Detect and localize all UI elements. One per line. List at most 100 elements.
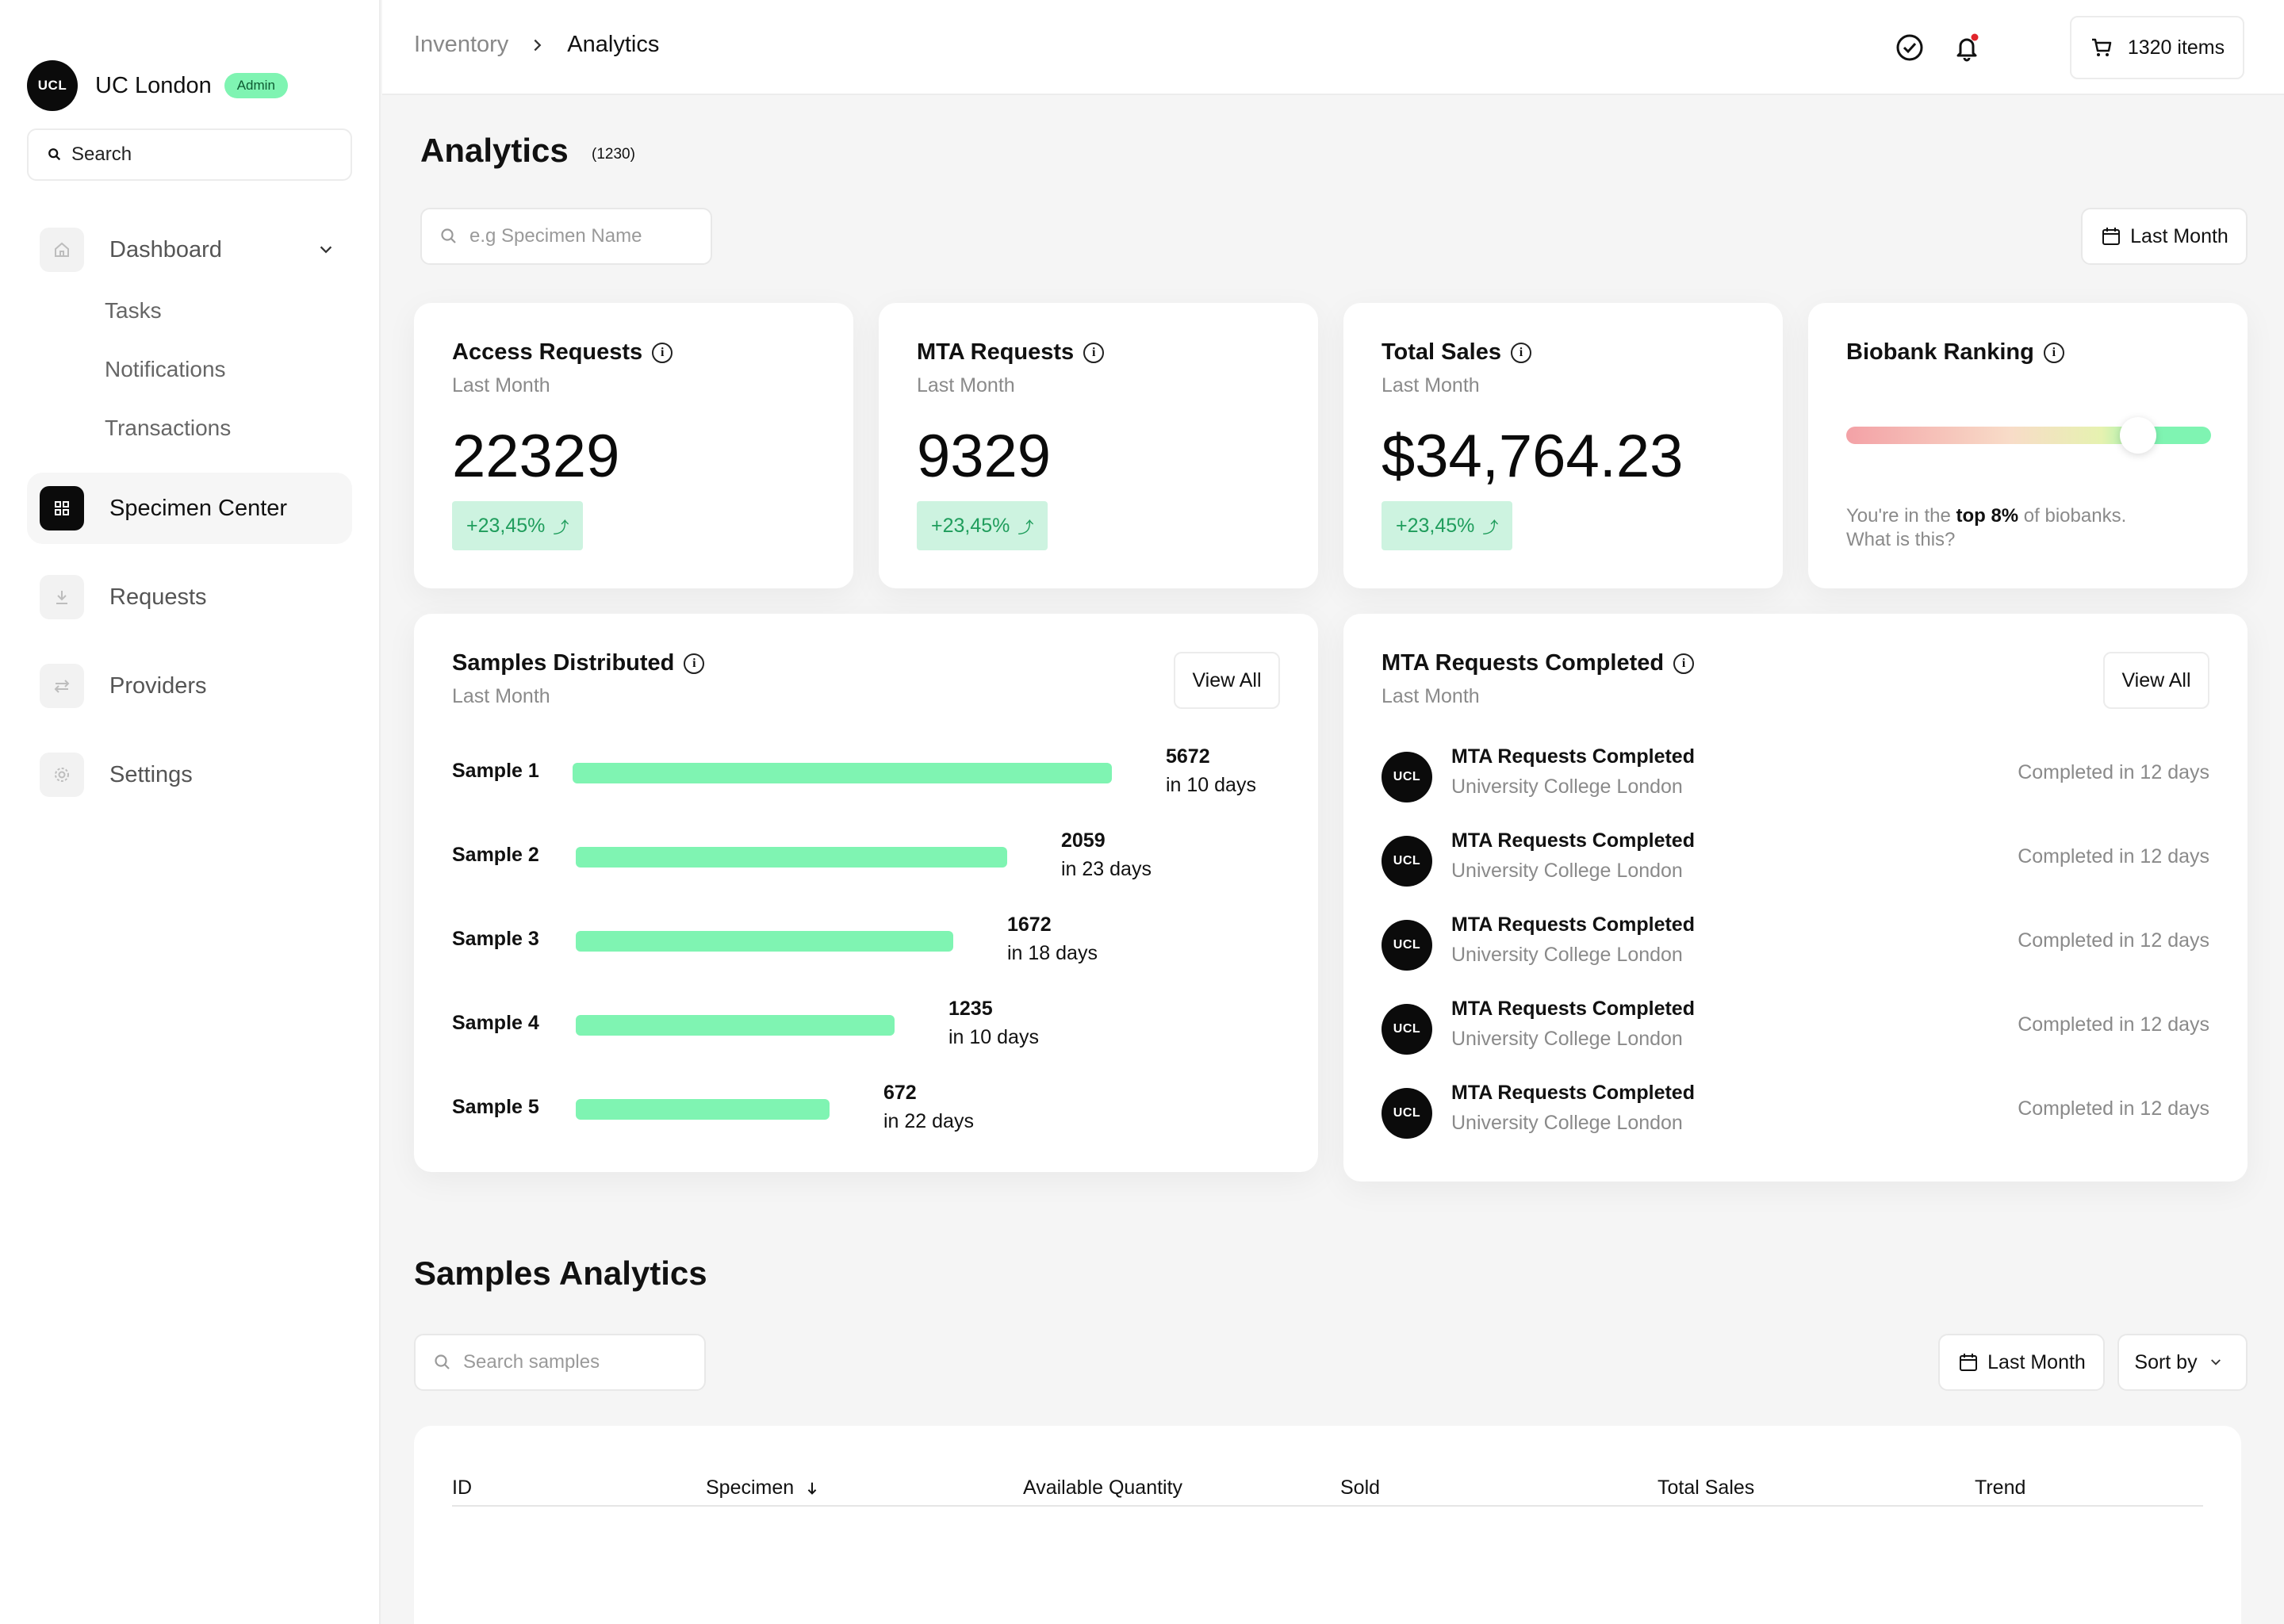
mta-item-org: University College London — [1451, 1112, 1683, 1134]
sidebar-subitem-notifications[interactable]: Notifications — [105, 357, 226, 381]
ucl-logo: UCL — [1382, 752, 1432, 802]
sidebar-search-input[interactable]: Search — [27, 128, 352, 181]
topbar: Inventory Analytics 1320 items — [382, 0, 2284, 95]
samples-date-filter-label: Last Month — [1987, 1350, 2086, 1373]
chevron-down-icon[interactable] — [317, 241, 335, 259]
gear-icon — [40, 753, 84, 797]
trend-up-icon: ⤴ — [1017, 519, 1034, 537]
sidebar-item-label: Requests — [109, 584, 207, 610]
ranking-text: You're in the top 8% of biobanks. What i… — [1846, 505, 2127, 550]
ucl-logo: UCL — [1382, 836, 1432, 887]
mta-item-title: MTA Requests Completed — [1451, 1082, 1695, 1104]
info-icon[interactable]: i — [1673, 653, 1695, 674]
info-icon[interactable]: i — [2043, 342, 2064, 363]
ucl-logo: UCL — [27, 60, 78, 111]
sample-meta: 1672 in 18 days — [1007, 914, 1098, 965]
sample-bar — [576, 931, 953, 952]
check-circle-icon[interactable] — [1892, 30, 1927, 65]
stat-card-total-sales: Total Sales i Last Month $34,764.23 +23,4… — [1343, 303, 1783, 588]
sidebar-item-label: Settings — [109, 761, 193, 787]
mta-item-status: Completed in 12 days — [2018, 929, 2209, 952]
trend-up-icon: ⤴ — [1482, 519, 1499, 537]
view-all-button[interactable]: View All — [1174, 652, 1280, 709]
column-header-specimen[interactable]: Specimen — [706, 1477, 821, 1500]
list-item[interactable]: UCL MTA Requests Completed University Co… — [1382, 826, 2209, 890]
sidebar-item-settings[interactable]: Settings — [27, 739, 352, 810]
date-filter-button[interactable]: Last Month — [2081, 208, 2248, 265]
card-period: Last Month — [1382, 685, 1480, 707]
mta-item-status: Completed in 12 days — [2018, 845, 2209, 868]
breadcrumb-inventory[interactable]: Inventory — [414, 32, 509, 57]
ranking-gauge-track — [1846, 427, 2211, 444]
search-icon — [435, 1354, 450, 1369]
download-icon — [40, 575, 84, 619]
stat-title: MTA Requests i — [917, 339, 1105, 366]
specimen-search-input[interactable]: e.g Specimen Name — [420, 208, 712, 265]
ucl-logo: UCL — [1382, 1088, 1432, 1139]
sidebar-item-providers[interactable]: Providers — [27, 650, 352, 722]
mta-completed-card: MTA Requests Completed i Last Month View … — [1343, 614, 2248, 1182]
stat-period: Last Month — [917, 374, 1015, 396]
mta-item-org: University College London — [1451, 776, 1683, 798]
sidebar-item-label: Providers — [109, 672, 207, 699]
mta-item-org: University College London — [1451, 1028, 1683, 1050]
sidebar-item-dashboard[interactable]: Dashboard — [27, 214, 352, 285]
arrow-down-icon — [807, 1482, 817, 1495]
breadcrumb-analytics: Analytics — [567, 32, 660, 57]
search-icon — [48, 148, 61, 161]
page-count: (1230) — [592, 146, 635, 163]
sidebar-subitem-tasks[interactable]: Tasks — [105, 298, 162, 323]
mta-item-title: MTA Requests Completed — [1451, 829, 1695, 852]
column-header-total-sales[interactable]: Total Sales — [1657, 1477, 1755, 1499]
sample-meta: 5672 in 10 days — [1166, 745, 1256, 797]
sidebar-subitem-transactions[interactable]: Transactions — [105, 416, 232, 440]
column-header-sold[interactable]: Sold — [1340, 1477, 1381, 1499]
stat-title: Total Sales i — [1382, 339, 1531, 366]
breadcrumb: Inventory Analytics — [414, 32, 659, 58]
mta-item-org: University College London — [1451, 860, 1683, 882]
table-header-divider — [452, 1505, 2203, 1507]
biobank-ranking-card: Biobank Ranking i You're in the top 8% of… — [1808, 303, 2248, 588]
info-icon[interactable]: i — [684, 653, 705, 674]
sort-by-dropdown[interactable]: Sort by — [2117, 1334, 2248, 1391]
sample-bar — [576, 1015, 895, 1036]
info-icon[interactable]: i — [652, 342, 673, 363]
info-icon[interactable]: i — [1083, 342, 1105, 363]
samples-search-input[interactable]: Search samples — [414, 1334, 706, 1391]
calendar-icon — [2102, 228, 2121, 245]
list-item[interactable]: UCL MTA Requests Completed University Co… — [1382, 910, 2209, 974]
mta-item-status: Completed in 12 days — [2018, 1013, 2209, 1036]
brand[interactable]: UCL UC London Admin — [27, 60, 288, 111]
sample-bar — [576, 1099, 830, 1120]
ucl-logo: UCL — [1382, 1004, 1432, 1055]
list-item[interactable]: UCL MTA Requests Completed University Co… — [1382, 1078, 2209, 1142]
card-title: MTA Requests Completed i — [1382, 650, 1695, 676]
ranking-help-link[interactable]: What is this? — [1846, 529, 1956, 550]
sample-bar — [573, 763, 1112, 783]
sample-meta: 1235 in 10 days — [948, 998, 1039, 1049]
column-header-available-quantity[interactable]: Available Quantity — [1023, 1477, 1183, 1499]
search-icon — [441, 228, 456, 243]
card-title: Samples Distributed i — [452, 650, 705, 676]
bell-icon[interactable] — [1949, 30, 1984, 65]
grid-icon — [40, 486, 84, 530]
ranking-title: Biobank Ranking i — [1846, 339, 2064, 366]
view-all-button[interactable]: View All — [2103, 652, 2209, 709]
ucl-logo: UCL — [1382, 920, 1432, 971]
column-header-trend[interactable]: Trend — [1975, 1477, 2026, 1499]
chevron-right-icon — [534, 39, 542, 51]
samples-search-placeholder: Search samples — [463, 1351, 600, 1373]
sidebar: UCL UC London Admin Search Dashboard Tas… — [0, 0, 381, 1624]
list-item[interactable]: UCL MTA Requests Completed University Co… — [1382, 994, 2209, 1058]
sidebar-search-placeholder: Search — [71, 144, 132, 165]
info-icon[interactable]: i — [1510, 342, 1531, 363]
samples-date-filter-button[interactable]: Last Month — [1938, 1334, 2105, 1391]
samples-table: ID Specimen Available Quantity Sold Tota… — [414, 1426, 2241, 1624]
sidebar-item-requests[interactable]: Requests — [27, 561, 352, 633]
list-item[interactable]: UCL MTA Requests Completed University Co… — [1382, 742, 2209, 806]
column-header-id[interactable]: ID — [452, 1477, 472, 1499]
date-filter-label: Last Month — [2130, 224, 2228, 247]
sample-label: Sample 4 — [452, 1012, 539, 1034]
cart-button[interactable]: 1320 items — [2070, 16, 2244, 79]
sidebar-item-specimen-center[interactable]: Specimen Center — [27, 473, 352, 544]
